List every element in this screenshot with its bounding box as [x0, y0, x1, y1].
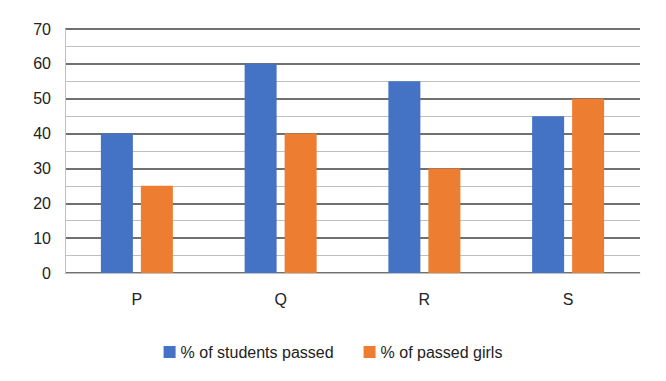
svg-text:40: 40 — [33, 125, 51, 142]
svg-text:60: 60 — [33, 55, 51, 72]
svg-text:20: 20 — [33, 195, 51, 212]
svg-text:P: P — [132, 291, 143, 308]
svg-text:10: 10 — [33, 230, 51, 247]
svg-text:50: 50 — [33, 90, 51, 107]
svg-text:Q: Q — [274, 291, 286, 308]
svg-text:% of students passed: % of students passed — [181, 344, 334, 361]
svg-text:% of passed girls: % of passed girls — [381, 344, 503, 361]
svg-text:S: S — [563, 291, 574, 308]
svg-text:R: R — [419, 291, 431, 308]
svg-text:30: 30 — [33, 160, 51, 177]
svg-text:0: 0 — [42, 265, 51, 282]
svg-text:70: 70 — [33, 21, 51, 38]
